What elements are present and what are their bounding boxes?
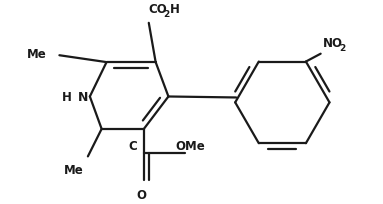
Text: C: C xyxy=(128,139,137,152)
Text: H: H xyxy=(62,91,72,103)
Text: O: O xyxy=(136,188,146,201)
Text: Me: Me xyxy=(64,163,84,176)
Text: OMe: OMe xyxy=(175,139,205,152)
Text: H: H xyxy=(169,3,179,16)
Text: Me: Me xyxy=(27,48,47,60)
Text: CO: CO xyxy=(149,3,167,16)
Text: 2: 2 xyxy=(164,10,170,19)
Text: N: N xyxy=(78,91,88,103)
Text: NO: NO xyxy=(322,37,343,50)
Text: 2: 2 xyxy=(339,43,345,52)
